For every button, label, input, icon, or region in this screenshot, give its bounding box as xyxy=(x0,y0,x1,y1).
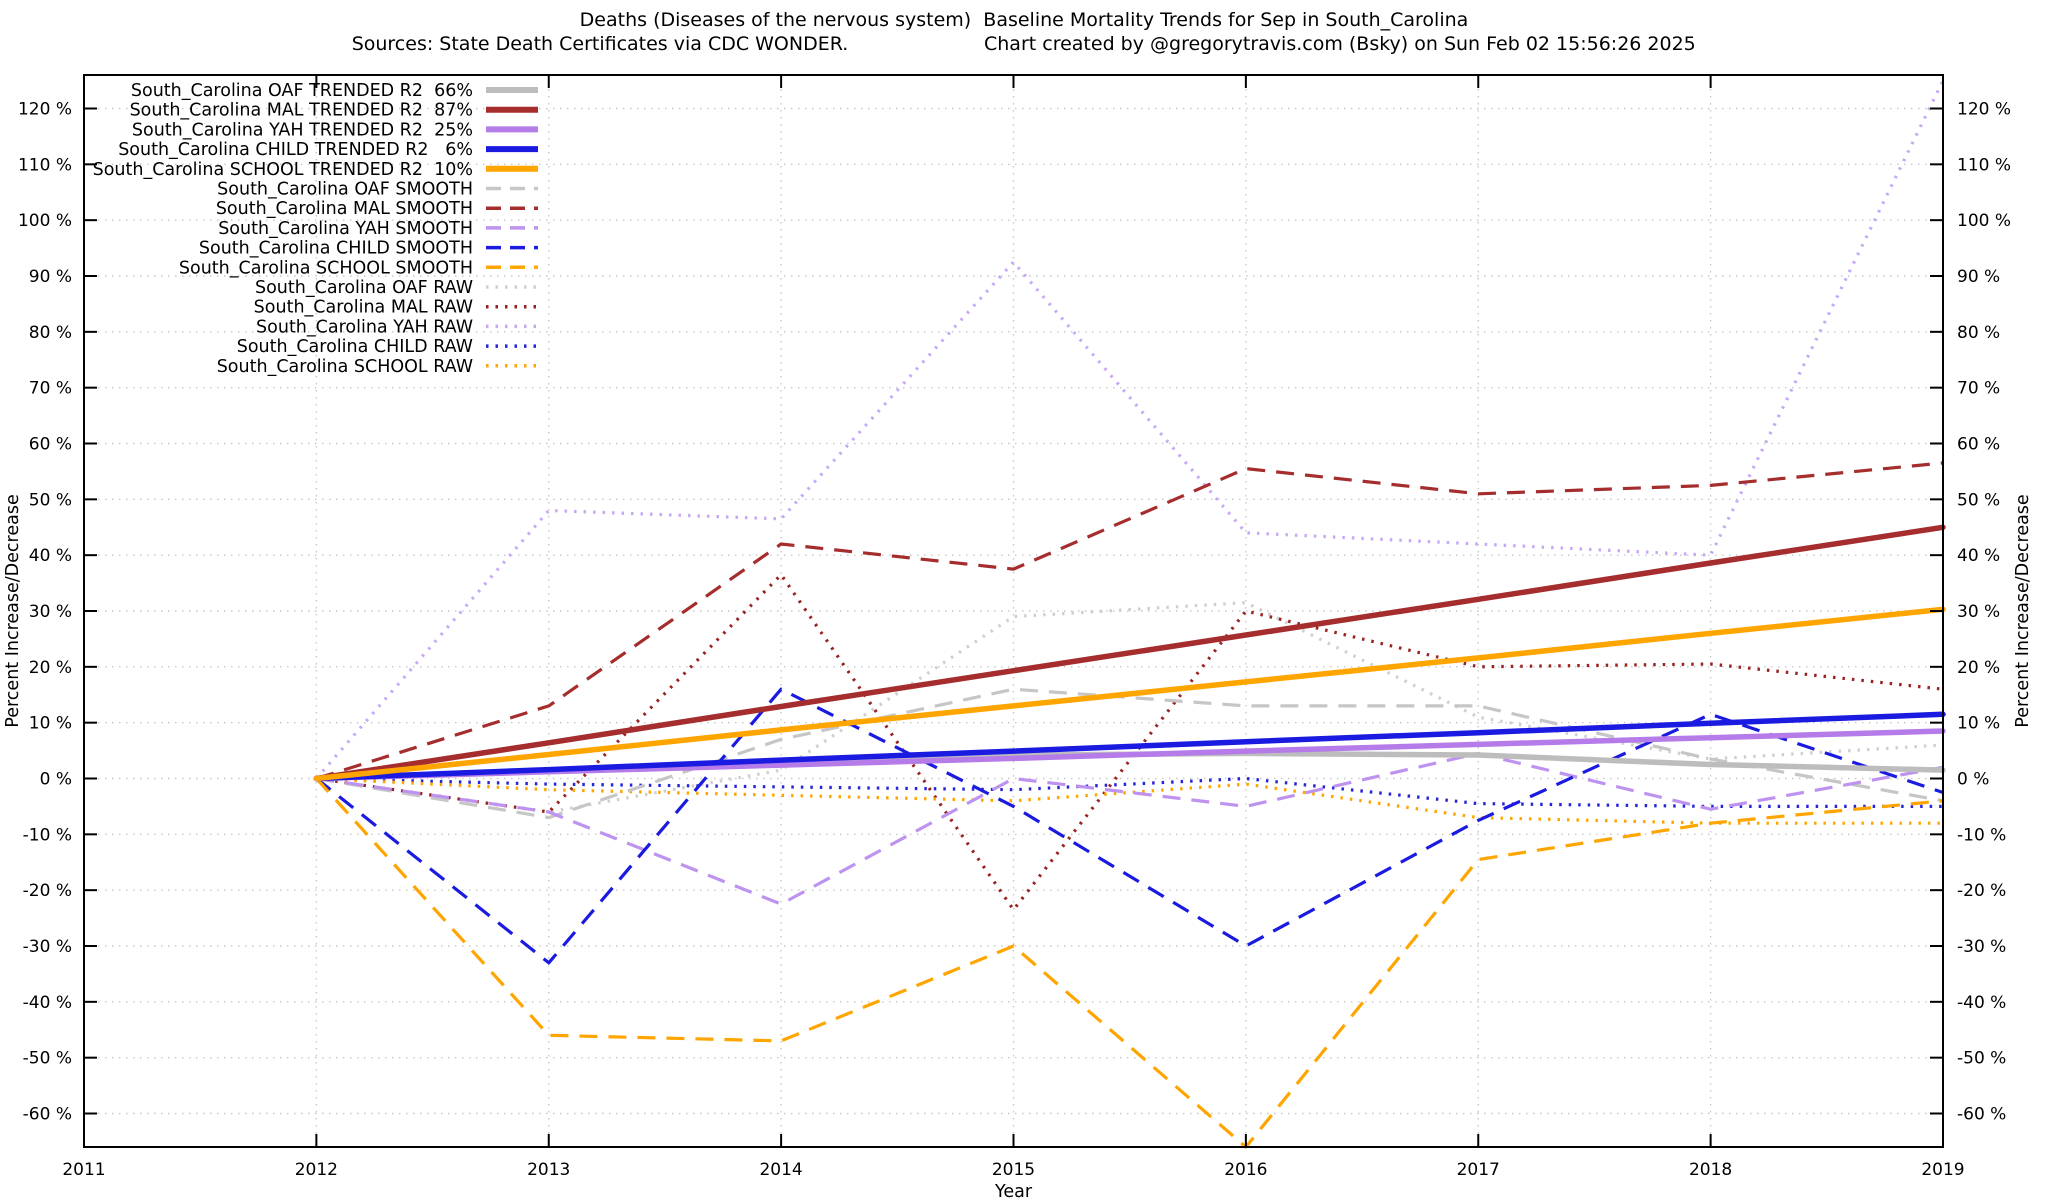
y-tick-label-right: 110 % xyxy=(1957,155,2011,175)
x-tick-label: 2019 xyxy=(1921,1160,1964,1180)
x-tick-label: 2016 xyxy=(1224,1160,1267,1180)
y-tick-label-left: -30 % xyxy=(23,937,72,957)
chart-credit: Chart created by @gregorytravis.com (Bsk… xyxy=(984,33,1696,55)
y-tick-label-right: -50 % xyxy=(1957,1049,2006,1069)
x-axis-title: Year xyxy=(994,1182,1033,1200)
x-tick-label: 2014 xyxy=(759,1160,802,1180)
y-tick-label-right: 60 % xyxy=(1957,435,2000,455)
y-tick-label-left: 100 % xyxy=(18,211,72,231)
y-tick-label-right: 70 % xyxy=(1957,379,2000,399)
y-tick-label-left: 10 % xyxy=(29,714,72,734)
x-tick-label: 2018 xyxy=(1689,1160,1732,1180)
series-line-child-trended xyxy=(313,711,1946,782)
chart-sources: Sources: State Death Certificates via CD… xyxy=(351,33,849,55)
series-line-school-raw xyxy=(316,776,1943,825)
y-tick-label-right: -10 % xyxy=(1957,825,2006,845)
legend-label-yah-smooth: South_Carolina YAH SMOOTH xyxy=(218,219,473,239)
y-tick-label-right: 100 % xyxy=(1957,211,2011,231)
x-tick-label: 2015 xyxy=(992,1160,1035,1180)
legend-label-oaf-smooth: South_Carolina OAF SMOOTH xyxy=(217,180,473,200)
legend-label-school-trended: South_Carolina SCHOOL TRENDED R2 10% xyxy=(93,160,473,180)
y-tick-label-left: -20 % xyxy=(23,881,72,901)
series-line-yah-smooth xyxy=(316,751,1944,906)
legend-label-oaf-trended: South_Carolina OAF TRENDED R2 66% xyxy=(131,81,473,101)
y-tick-label-left: 60 % xyxy=(29,435,72,455)
y-tick-label-left: 110 % xyxy=(18,155,72,175)
y-tick-label-left: 0 % xyxy=(40,770,72,790)
x-tick-label: 2011 xyxy=(62,1160,105,1180)
y-tick-label-right: 90 % xyxy=(1957,267,2000,287)
legend-label-yah-trended: South_Carolina YAH TRENDED R2 25% xyxy=(132,120,473,140)
series-line-yah-raw xyxy=(315,79,1945,780)
y-tick-label-left: 80 % xyxy=(29,323,72,343)
axes: -60 % -60 % -50 % -50 % -40 % -40 % -30 % -30 %… xyxy=(3,75,2033,1200)
y-tick-label-left: -60 % xyxy=(23,1105,72,1125)
y-tick-label-right: 80 % xyxy=(1957,323,2000,343)
series-line-child-smooth xyxy=(315,687,1944,965)
y-tick-label-left: 40 % xyxy=(29,546,72,566)
y-tick-label-left: 90 % xyxy=(29,267,72,287)
y-tick-label-left: 120 % xyxy=(18,100,72,120)
y-axis-title-right: Percent Increase/Decrease xyxy=(2013,494,2033,727)
legend-label-mal-trended: South_Carolina MAL TRENDED R2 87% xyxy=(130,101,473,121)
legend-label-oaf-raw: South_Carolina OAF RAW xyxy=(255,278,473,298)
legend-label-mal-smooth: South_Carolina MAL SMOOTH xyxy=(216,199,473,219)
y-tick-label-left: 30 % xyxy=(29,602,72,622)
y-tick-label-right: 40 % xyxy=(1957,546,2000,566)
legend-label-school-smooth: South_Carolina SCHOOL SMOOTH xyxy=(179,258,473,278)
y-axis-title-left: Percent Increase/Decrease xyxy=(3,494,23,727)
y-tick-label-right: -60 % xyxy=(1957,1105,2006,1125)
series-line-mal-smooth xyxy=(315,461,1944,781)
y-tick-label-left: 20 % xyxy=(29,658,72,678)
series-line-mal-trended xyxy=(313,524,1946,782)
x-tick-label: 2012 xyxy=(295,1160,338,1180)
y-tick-label-right: -40 % xyxy=(1957,993,2006,1013)
y-tick-label-left: 70 % xyxy=(29,379,72,399)
y-tick-label-right: -30 % xyxy=(1957,937,2006,957)
series-line-child-raw xyxy=(316,776,1943,809)
y-tick-label-right: 120 % xyxy=(1957,100,2011,120)
y-tick-label-left: -40 % xyxy=(23,993,72,1013)
y-tick-label-right: 0 % xyxy=(1957,770,1989,790)
series-group xyxy=(313,79,1946,1149)
series-line-oaf-smooth xyxy=(316,687,1944,820)
legend-label-child-raw: South_Carolina CHILD RAW xyxy=(237,337,473,357)
series-line-oaf-raw xyxy=(316,600,1944,814)
legend: South_Carolina OAF TRENDED R2 66%South_C… xyxy=(93,81,538,377)
legend-label-child-smooth: South_Carolina CHILD SMOOTH xyxy=(199,239,473,259)
y-tick-label-left: -50 % xyxy=(23,1049,72,1069)
legend-label-school-raw: South_Carolina SCHOOL RAW xyxy=(217,357,473,377)
legend-label-yah-raw: South_Carolina YAH RAW xyxy=(256,317,473,337)
series-line-school-trended xyxy=(313,606,1946,782)
y-tick-label-right: 10 % xyxy=(1957,714,2000,734)
y-tick-label-right: 20 % xyxy=(1957,658,2000,678)
y-tick-label-right: 30 % xyxy=(1957,602,2000,622)
y-tick-label-left: 50 % xyxy=(29,490,72,510)
y-tick-label-left: -10 % xyxy=(23,825,72,845)
x-tick-label: 2013 xyxy=(527,1160,570,1180)
y-tick-label-right: 50 % xyxy=(1957,490,2000,510)
x-tick-label: 2017 xyxy=(1457,1160,1500,1180)
chart-title: Deaths (Diseases of the nervous system) … xyxy=(579,9,1469,31)
y-tick-label-right: -20 % xyxy=(1957,881,2006,901)
legend-label-mal-raw: South_Carolina MAL RAW xyxy=(254,298,473,318)
series-line-school-smooth xyxy=(315,777,1944,1149)
legend-label-child-trended: South_Carolina CHILD TRENDED R2 6% xyxy=(118,140,473,160)
